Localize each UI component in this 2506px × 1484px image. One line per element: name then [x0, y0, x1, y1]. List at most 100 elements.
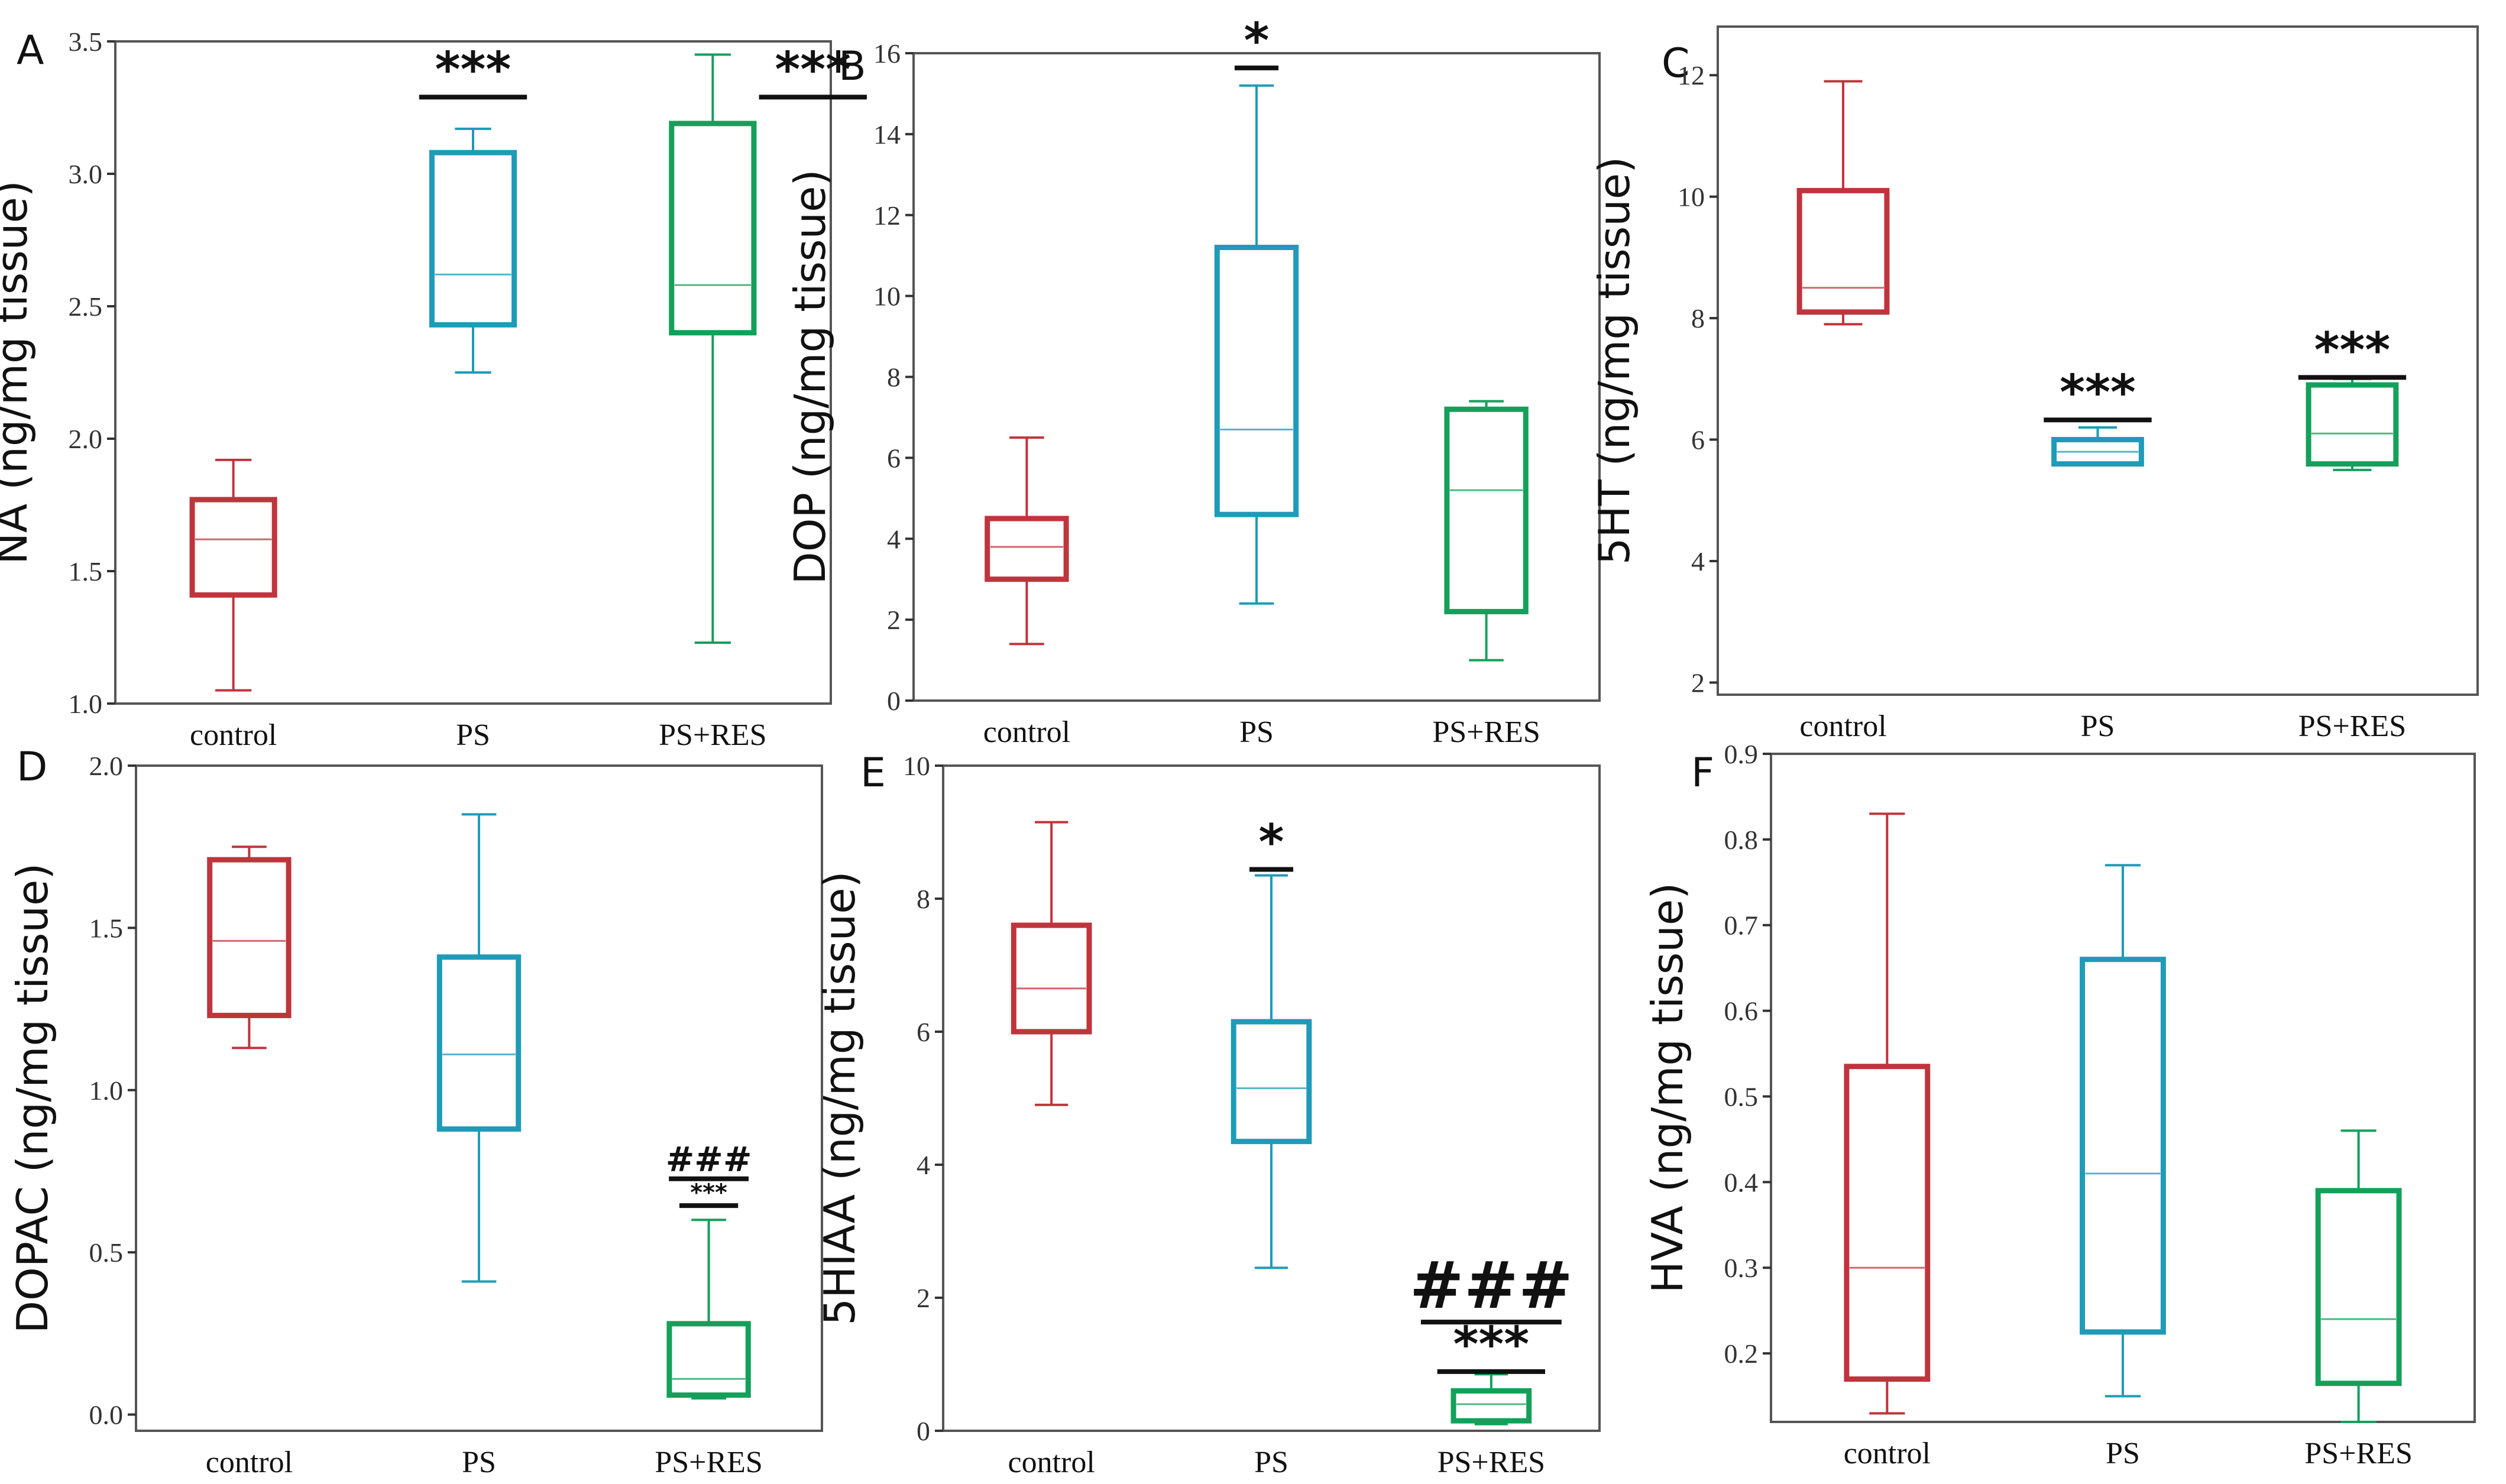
- x-category-label: control: [1799, 709, 1886, 743]
- x-category-label: PS: [456, 718, 490, 752]
- y-axis-label: DOPAC (ng/mg tissue): [8, 863, 57, 1334]
- significance-marker: ***: [2314, 322, 2391, 378]
- box-iqr: [439, 957, 518, 1129]
- figure-root: A 1.0 1.5 2.0 2.5 3.0 3.5 NA (ng/mg tissue) cont…: [0, 0, 2506, 1484]
- significance-marker: ***: [435, 42, 511, 98]
- y-tick-label: 0.0: [89, 1400, 124, 1430]
- box-iqr: [1233, 1022, 1309, 1142]
- x-category-label: PS: [1254, 1446, 1288, 1479]
- y-tick-label: 2: [1691, 668, 1705, 698]
- y-tick-label: 16: [873, 38, 901, 69]
- box-iqr: [1453, 1391, 1529, 1421]
- significance-marker: ###: [1410, 1248, 1573, 1323]
- x-category-label: PS+RES: [1432, 715, 1540, 749]
- x-category-label: PS+RES: [2298, 709, 2407, 743]
- y-tick-label: 0.9: [1724, 739, 1759, 769]
- box-iqr: [2083, 960, 2164, 1332]
- y-tick-label: 4: [917, 1150, 930, 1180]
- y-tick-label: 0.5: [1724, 1081, 1759, 1112]
- y-tick-label: 2.0: [89, 751, 124, 781]
- box-iqr: [1799, 190, 1887, 312]
- y-tick-label: 0.5: [89, 1237, 124, 1268]
- x-category-label: PS+RES: [2304, 1437, 2413, 1470]
- significance-marker: *: [1244, 13, 1270, 69]
- box-iqr: [432, 153, 514, 325]
- y-tick-label: 4: [1691, 546, 1705, 576]
- y-tick-label: 8: [887, 362, 901, 393]
- y-tick-label: 12: [1678, 60, 1705, 90]
- y-tick-label: 2: [917, 1283, 930, 1313]
- x-category-label: PS+RES: [659, 718, 767, 752]
- box-iqr: [1014, 925, 1089, 1032]
- y-tick-label: 1.0: [89, 1075, 124, 1106]
- y-tick-label: 2.5: [69, 291, 103, 322]
- panel-letter: F: [1691, 750, 1714, 796]
- panel-b: B 0 2 4 6 8 10 12 14 16 DOP (ng/mg tissue) control P…: [785, 13, 1600, 749]
- y-axis-label: HVA (ng/mg tissue): [1643, 883, 1692, 1294]
- y-tick-label: 10: [903, 751, 930, 781]
- x-category-label: control: [1844, 1437, 1931, 1470]
- box-iqr: [1217, 248, 1296, 515]
- panel-letter: B: [838, 43, 866, 90]
- y-tick-label: 6: [887, 443, 901, 473]
- box-iqr: [210, 860, 289, 1015]
- y-tick-label: 0.7: [1724, 911, 1759, 941]
- box-iqr: [192, 500, 274, 595]
- box-iqr: [669, 1324, 748, 1395]
- y-tick-label: 0.3: [1724, 1253, 1759, 1283]
- panel-d: D 0.0 0.5 1.0 1.5 2.0 DOPAC (ng/mg tissue) cont…: [8, 744, 822, 1479]
- significance-marker: ***: [2060, 365, 2136, 421]
- y-tick-label: 14: [873, 119, 901, 150]
- y-tick-label: 1.0: [69, 689, 103, 719]
- x-category-label: control: [1008, 1446, 1095, 1479]
- y-tick-label: 10: [1678, 182, 1705, 212]
- y-tick-label: 0.8: [1724, 825, 1759, 855]
- x-category-label: PS: [1239, 715, 1274, 749]
- x-category-label: PS+RES: [655, 1446, 763, 1479]
- panel-a: A 1.0 1.5 2.0 2.5 3.0 3.5 NA (ng/mg tissue) cont…: [0, 27, 867, 752]
- y-tick-label: 10: [873, 281, 901, 312]
- significance-marker: ***: [1453, 1317, 1530, 1373]
- significance-marker: ***: [690, 1179, 727, 1206]
- x-category-label: control: [190, 718, 277, 752]
- y-tick-label: 2.0: [69, 424, 103, 454]
- y-tick-label: 0.2: [1724, 1339, 1759, 1369]
- panel-letter: A: [17, 27, 44, 74]
- box-iqr: [1847, 1067, 1928, 1379]
- significance-marker: ###: [666, 1139, 752, 1180]
- x-category-label: control: [983, 715, 1070, 749]
- box-control: [210, 847, 289, 1048]
- panel-letter: D: [17, 744, 47, 790]
- y-tick-label: 8: [917, 884, 930, 914]
- y-axis-label: DOP (ng/mg tissue): [785, 169, 835, 584]
- y-tick-label: 4: [887, 524, 901, 554]
- box-iqr: [2318, 1191, 2399, 1383]
- panel-f: F 0.2 0.3 0.4 0.5 0.6 0.7 0.8 0.9 HVA (ng/mg tiss…: [1643, 739, 2475, 1470]
- y-tick-label: 1.5: [89, 913, 124, 943]
- y-tick-label: 3.0: [69, 159, 103, 189]
- panel-letter: E: [860, 750, 886, 796]
- box-iqr: [987, 519, 1066, 579]
- y-tick-label: 8: [1691, 303, 1705, 333]
- y-tick-label: 0.4: [1724, 1167, 1759, 1197]
- box-iqr: [2309, 385, 2396, 464]
- y-tick-label: 1.5: [69, 556, 103, 587]
- y-tick-label: 6: [1691, 425, 1705, 455]
- y-tick-label: 0: [917, 1416, 930, 1446]
- box-ps-res: [2309, 379, 2396, 470]
- panel-e: E 0 2 4 6 8 10 5HIAA (ng/mg tissue) control PS PS+…: [815, 750, 1600, 1479]
- x-category-label: PS+RES: [1437, 1446, 1546, 1479]
- x-category-label: PS: [462, 1446, 496, 1479]
- y-tick-label: 2: [887, 605, 901, 635]
- y-tick-label: 0.6: [1724, 996, 1759, 1026]
- y-tick-label: 3.5: [69, 27, 103, 57]
- y-axis-label: 5HT (ng/mg tissue): [1589, 157, 1639, 565]
- y-tick-label: 12: [873, 200, 901, 231]
- y-tick-label: 6: [917, 1017, 930, 1047]
- panel-c: C 2 4 6 8 10 12 5HT (ng/mg tissue) control PS PS+R…: [1589, 27, 2478, 743]
- y-axis-label: 5HIAA (ng/mg tissue): [815, 871, 865, 1325]
- x-category-label: PS: [2106, 1437, 2140, 1470]
- significance-marker: *: [1259, 815, 1284, 871]
- x-category-label: PS: [2081, 709, 2115, 743]
- y-axis-label: NA (ng/mg tissue): [0, 180, 37, 565]
